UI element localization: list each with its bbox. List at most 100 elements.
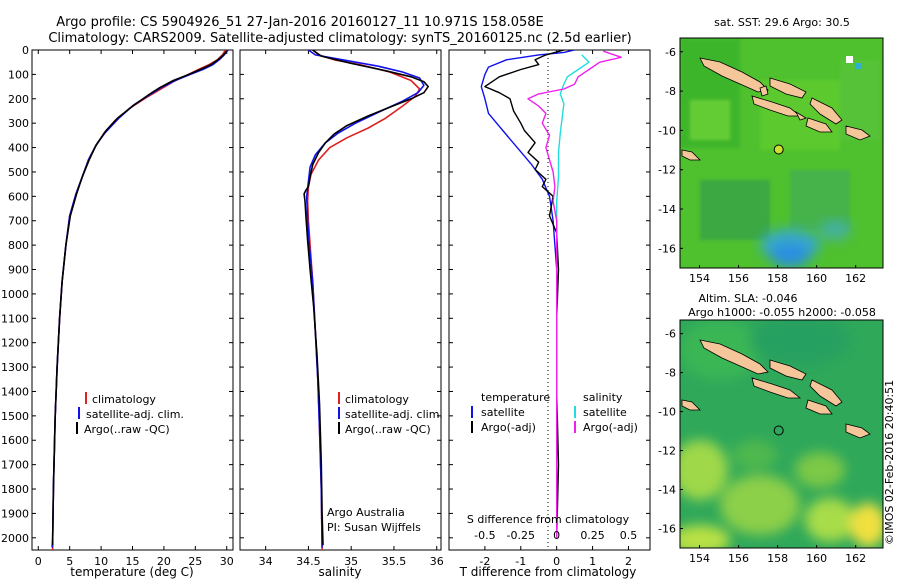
map-y-tick-label: -10 (658, 406, 676, 419)
map-y-tick-label: -6 (665, 46, 676, 59)
map-y-tick-label: -16 (658, 523, 676, 536)
sst-map-ticks: 154 156 158 160 162 -6 -8 -10 -12 -14 -16 (658, 46, 866, 285)
x-tick-label: 35.5 (382, 555, 407, 568)
difference-panel: -2 -1 0 1 2 temperature satellite Argo(-adj)… (448, 49, 651, 579)
legend-climatology-label: climatology (345, 393, 409, 406)
x-tick-label: 36 (430, 555, 444, 568)
figure-title-line1: Argo profile: CS 5904926_51 27-Jan-2016 … (56, 15, 544, 30)
legend-s-argo-label: Argo(-adj) (583, 421, 638, 434)
y-tick-label: 1000 (1, 288, 29, 301)
difference-legend: temperature satellite Argo(-adj) salinit… (471, 391, 638, 434)
series-line-argo-raw-qc- (303, 50, 429, 546)
difference-axis-ticks: -2 -1 0 1 2 (449, 49, 650, 568)
y-tick-label: 800 (8, 239, 29, 252)
x-tick-label: 15 (126, 555, 140, 568)
map-y-tick-label: -14 (658, 203, 676, 216)
s-diff-tick-label: -0.5 (474, 529, 495, 542)
s-diff-tick-label: -0.25 (507, 529, 535, 542)
s-diff-tick-label: 0 (553, 529, 560, 542)
x-tick-label: 20 (157, 555, 171, 568)
credit-line1: Argo Australia (327, 506, 405, 519)
map-x-tick-label: 162 (845, 272, 866, 285)
sla-map-title-line1: Altim. SLA: -0.046 (698, 292, 797, 305)
temperature-legend: climatology satellite-adj. clim. Argo(..… (76, 392, 184, 436)
y-tick-label: 1300 (1, 361, 29, 374)
y-tick-label: 300 (8, 117, 29, 130)
sst-landmasses (681, 57, 871, 161)
sla-map-ticks: 154 156 158 160 162 -6 -8 -10 -12 -14 -16 (658, 328, 866, 565)
x-tick-label: 35 (344, 555, 358, 568)
argo-position-marker (773, 425, 784, 436)
series-line-s-argo-adj- (527, 50, 622, 538)
difference-plot-frame (448, 49, 651, 551)
sst-cool-patch (760, 220, 851, 267)
legend-argo-label: Argo(..raw -QC) (345, 423, 431, 436)
s-diff-tick-label: 0.5 (620, 529, 638, 542)
map-y-tick-label: -10 (658, 124, 676, 137)
legend-t-satellite-label: satellite (481, 406, 525, 419)
x-tick-label: 34 (259, 555, 273, 568)
map-y-tick-label: -8 (665, 85, 676, 98)
y-tick-label: 1400 (1, 385, 29, 398)
map-x-tick-label: 160 (806, 272, 827, 285)
x-tick-label: 2 (625, 555, 632, 568)
y-tick-label: 2000 (1, 532, 29, 545)
x-tick-label: 10 (94, 555, 108, 568)
credit-line2: PI: Susan Wijffels (327, 521, 421, 534)
y-tick-label: 600 (8, 190, 29, 203)
sst-map-field (680, 38, 883, 268)
map-x-tick-label: 158 (767, 552, 788, 565)
legend-salinity-header: salinity (583, 391, 623, 404)
legend-satellite-label: satellite-adj. clim. (86, 408, 184, 421)
x-tick-label: 0 (553, 555, 560, 568)
temperature-panel: 0100200300400500600700800900100011001200… (1, 44, 234, 579)
y-tick-label: 1600 (1, 434, 29, 447)
map-x-tick-label: 158 (767, 272, 788, 285)
map-y-tick-label: -12 (658, 445, 676, 458)
sst-map-title: sat. SST: 29.6 Argo: 30.5 (714, 16, 850, 29)
temperature-axis-ticks: 0100200300400500600700800900100011001200… (1, 44, 234, 568)
salinity-series (303, 50, 429, 550)
map-x-tick-label: 154 (689, 272, 710, 285)
x-tick-label: 1 (589, 555, 596, 568)
x-tick-label: 30 (220, 555, 234, 568)
y-tick-label: 400 (8, 142, 29, 155)
imos-watermark: ©IMOS 02-Feb-2016 20:40:51 (883, 380, 896, 545)
temperature-series (51, 50, 229, 550)
figure-title-line2: Climatology: CARS2009. Satellite-adjuste… (48, 31, 631, 46)
temperature-plot-frame (31, 49, 234, 551)
y-tick-label: 1800 (1, 483, 29, 496)
legend-climatology-label: climatology (92, 393, 156, 406)
sst-map-frame (679, 37, 884, 269)
salinity-x-label: salinity (318, 565, 361, 579)
map-y-tick-label: -14 (658, 484, 676, 497)
legend-argo-label: Argo(..raw -QC) (84, 423, 170, 436)
y-tick-label: 200 (8, 93, 29, 106)
y-tick-label: 1900 (1, 507, 29, 520)
salinity-panel: 34 34.5 35 35.5 36 climatology satellite-adj… (239, 49, 444, 579)
map-x-tick-label: 154 (689, 552, 710, 565)
salinity-axis-ticks: 34 34.5 35 35.5 36 (240, 49, 444, 568)
legend-s-satellite-label: satellite (583, 406, 627, 419)
sla-landmasses (681, 339, 871, 439)
sla-map-title-line2: Argo h1000: -0.055 h2000: -0.058 (688, 306, 876, 319)
salinity-plot-frame (239, 49, 442, 551)
x-tick-label: -1 (515, 555, 526, 568)
y-tick-label: 100 (8, 68, 29, 81)
map-y-tick-label: -8 (665, 367, 676, 380)
difference-series (480, 50, 622, 538)
map-y-tick-label: -16 (658, 242, 676, 255)
sla-map: Altim. SLA: -0.046 Argo h1000: -0.055 h2… (658, 292, 884, 565)
legend-temperature-header: temperature (481, 391, 550, 404)
y-tick-label: 900 (8, 264, 29, 277)
y-tick-label: 1700 (1, 459, 29, 472)
t-difference-x-label: T difference from climatology (459, 565, 637, 579)
sla-map-frame (679, 319, 884, 549)
map-x-tick-label: 156 (728, 272, 749, 285)
y-tick-label: 500 (8, 166, 29, 179)
y-tick-label: 700 (8, 215, 29, 228)
map-y-tick-label: -6 (665, 328, 676, 341)
sla-map-field (680, 320, 883, 548)
map-y-tick-label: -12 (658, 164, 676, 177)
